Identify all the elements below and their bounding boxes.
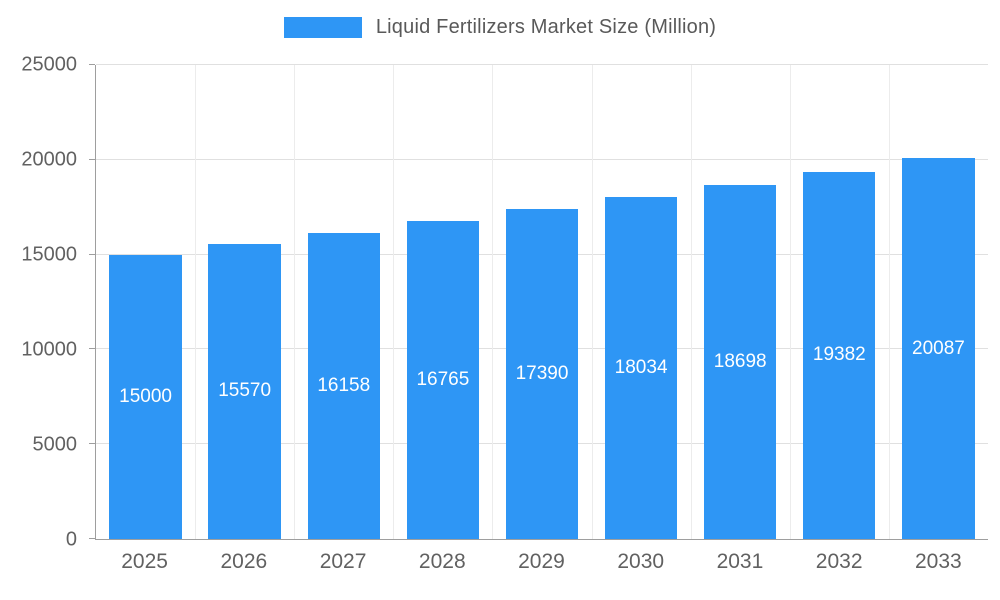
bar-2027[interactable]: 16158 [307,232,380,539]
plot-area: 15000 15570 16158 16765 17390 18034 18698 19382… [89,64,988,540]
bar-2032[interactable]: 19382 [803,171,876,539]
y-tick-label: 5000 [32,433,78,456]
vertical-gridline [789,65,791,539]
bar-value-label: 18034 [614,357,668,379]
legend-swatch [283,17,362,38]
bar-2029[interactable]: 17390 [505,209,579,539]
chart-title: Liquid Fertilizers Market Size (Million) [375,16,717,38]
bar-2025[interactable]: 15000 [109,254,182,539]
x-tick-label: 2028 [418,550,466,573]
x-tick-label: 2033 [915,550,962,573]
y-axis-tickmark [89,443,95,445]
bar-slot: 19382 [790,65,889,539]
horizontal-gridline [96,64,988,65]
y-axis-tickmark [89,253,95,255]
bar-2026[interactable]: 15570 [208,243,281,539]
y-axis-tickmark [89,64,95,65]
bar-slot: 18698 [691,65,790,539]
bar-2030[interactable]: 18034 [604,197,678,539]
bar-value-label: 18698 [713,350,767,372]
y-tick-label: 25000 [21,53,77,76]
vertical-gridline [393,65,395,539]
bar-value-label: 15570 [218,380,272,402]
y-axis-tickmark [89,538,95,539]
chart-legend: Liquid Fertilizers Market Size (Million) [0,16,1000,39]
x-axis-labels: 2025 2026 2027 2028 2029 2030 2031 2032 2033 [95,550,988,574]
x-tick-label: 2027 [319,550,367,573]
y-axis-tickmark [89,158,95,160]
bar-value-label: 16158 [317,374,371,396]
bar-slot: 15570 [195,65,294,539]
vertical-gridline [888,65,890,539]
bar-slot: 16158 [294,65,393,539]
y-tick-label: 0 [65,528,77,551]
x-tick-label: 2026 [220,550,268,573]
bars-container: 15000 15570 16158 16765 17390 18034 18698 19382… [96,65,988,539]
vertical-gridline [492,65,494,539]
vertical-gridline [591,65,593,539]
y-tick-label: 15000 [21,243,77,266]
vertical-gridline [195,65,197,539]
bar-value-label: 19382 [812,344,866,366]
bar-slot: 18034 [592,65,691,539]
x-tick-label: 2031 [716,550,764,573]
y-tick-label: 10000 [21,338,77,361]
x-tick-label: 2029 [518,550,565,573]
bar-2033[interactable]: 20087 [902,158,975,539]
bar-value-label: 20087 [912,337,965,359]
y-axis-labels: 0 5000 10000 15000 20000 25000 [0,54,87,551]
x-tick-label: 2032 [815,550,863,573]
x-tick-label: 2025 [121,550,168,573]
bar-slot: 17390 [492,65,591,539]
vertical-gridline [690,65,692,539]
bar-slot: 15000 [96,65,195,539]
bar-slot: 20087 [889,65,988,539]
y-axis-tickmark [89,348,95,350]
horizontal-gridline [96,158,988,160]
bar-2031[interactable]: 18698 [704,184,777,539]
x-tick-label: 2030 [617,550,665,573]
y-tick-label: 20000 [21,148,77,171]
bar-value-label: 15000 [119,385,172,407]
bar-value-label: 17390 [515,363,569,385]
bar-value-label: 16765 [416,369,470,391]
vertical-gridline [294,65,296,539]
bar-2028[interactable]: 16765 [406,221,480,539]
bar-slot: 16765 [393,65,492,539]
